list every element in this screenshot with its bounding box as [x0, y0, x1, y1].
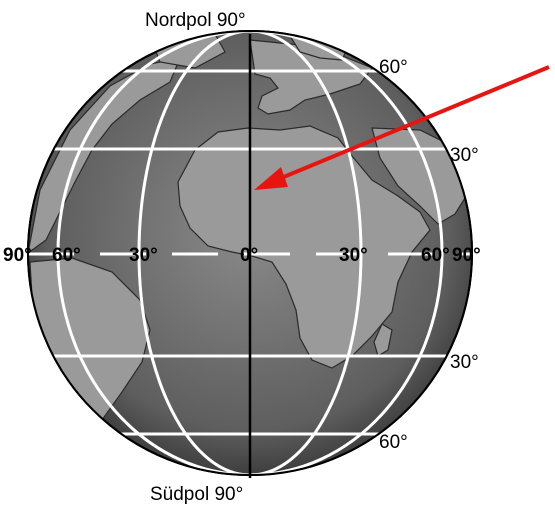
- lat-30-north-label: 30°: [450, 145, 479, 166]
- lon-0-label: 0°: [240, 245, 258, 266]
- red-arrow: [254, 65, 550, 190]
- lat-30-south-label: 30°: [450, 352, 479, 373]
- lon-90-west-label: 90°: [3, 245, 32, 266]
- lon-30-west-label: 30°: [129, 245, 158, 266]
- africa-landmass: [177, 125, 431, 369]
- lon-60-east-label: 60°: [421, 245, 450, 266]
- lat-60-north-label: 60°: [379, 57, 408, 78]
- lat-60-south-label: 60°: [379, 432, 408, 453]
- madagascar-landmass: [373, 323, 393, 357]
- lon-90-east-label: 90°: [452, 245, 481, 266]
- south-pole-label: Südpol 90°: [150, 484, 243, 504]
- north-pole-label: Nordpol 90°: [145, 10, 246, 31]
- lon-60-west-label: 60°: [52, 245, 81, 266]
- lon-30-east-label: 30°: [339, 245, 368, 266]
